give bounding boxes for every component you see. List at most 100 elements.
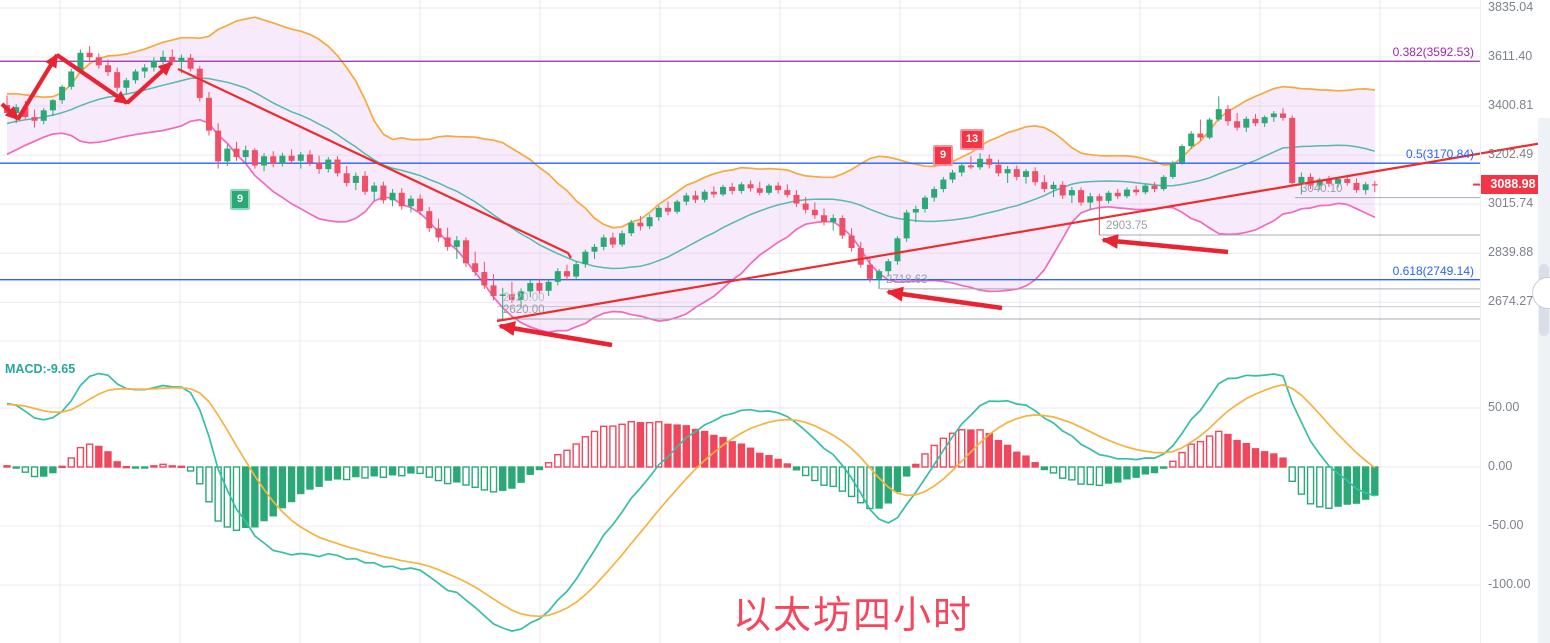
candle-body — [150, 60, 157, 68]
price-ray-label: 3040.10 — [1301, 182, 1343, 195]
macd-histogram-bar — [655, 421, 663, 468]
macd-histogram-bar — [948, 432, 957, 468]
chart-drawings[interactable] — [0, 53, 1549, 348]
candle-body — [637, 222, 644, 227]
candle-body — [986, 158, 993, 165]
candle-body — [802, 203, 809, 210]
candle-body — [931, 189, 938, 198]
macd-histogram-bar — [306, 466, 314, 490]
macd-histogram-bar — [535, 466, 544, 471]
price-axis-tick: 3015.74 — [1488, 196, 1534, 211]
candle-body — [830, 217, 837, 223]
candle-body — [591, 246, 598, 252]
candle-body — [1133, 189, 1140, 193]
macd-histogram-bar — [1013, 451, 1021, 468]
candle-body — [866, 264, 873, 279]
price-ray-label: 2620.00 — [503, 303, 545, 316]
macd-histogram-bar — [140, 466, 149, 469]
candle-body — [977, 158, 984, 168]
descending-trendline[interactable] — [177, 68, 572, 259]
macd-histogram-bar — [425, 466, 433, 478]
candle-body — [1298, 176, 1305, 183]
candle-body — [297, 154, 304, 161]
candle-body — [104, 65, 111, 73]
candle-body — [68, 71, 75, 87]
macd-histogram-bar — [1003, 444, 1012, 468]
macd-histogram-bar — [590, 430, 599, 468]
macd-histogram-bar — [177, 465, 186, 469]
macd-histogram-bar — [526, 466, 534, 475]
zigzag-arrow[interactable] — [0, 102, 20, 121]
candle-body — [1270, 113, 1277, 118]
impulse-arrow[interactable] — [886, 286, 1003, 311]
candle-body — [1234, 121, 1241, 128]
price-axis-tick: 2839.88 — [1488, 245, 1534, 260]
impulse-arrow[interactable] — [498, 321, 613, 348]
candle-body — [536, 283, 543, 291]
macd-histogram-bar — [278, 466, 287, 509]
macd-histogram-bar — [820, 466, 828, 486]
candle-body — [967, 165, 974, 168]
macd-histogram-bar — [315, 466, 323, 487]
candle-body — [1206, 119, 1213, 138]
candle-body — [738, 184, 745, 191]
macd-histogram-bar — [370, 466, 378, 477]
candle-body — [59, 86, 66, 101]
macd-histogram-bar — [1086, 466, 1094, 486]
candle-body — [233, 148, 240, 158]
candle-body — [371, 185, 378, 192]
ascending-trendline[interactable] — [496, 140, 1549, 323]
candle-body — [600, 237, 607, 247]
candle-body — [563, 271, 570, 277]
candle-body — [1151, 185, 1158, 190]
zigzag-arrow[interactable] — [16, 53, 59, 121]
candle-body — [1335, 179, 1342, 184]
macd-histogram-bar — [1205, 435, 1214, 468]
macd-histogram-bar — [783, 463, 791, 468]
candle-body — [756, 188, 763, 193]
macd-histogram-bar — [985, 432, 993, 468]
macd-histogram-bar — [636, 422, 645, 468]
candle-body — [178, 57, 185, 62]
candle-body — [1142, 185, 1149, 193]
macd-histogram-bar — [1141, 466, 1150, 475]
macd-histogram-bar — [710, 434, 718, 468]
macd-histogram-bar — [58, 465, 66, 469]
macd-histogram-bar — [1077, 466, 1085, 485]
candle-body — [407, 198, 414, 207]
macd-histogram-bar — [1343, 466, 1351, 505]
fib-level-label: 0.382(3592.53) — [1392, 45, 1474, 60]
candle-body — [77, 52, 84, 72]
candle-body — [316, 162, 323, 170]
candle-body — [40, 110, 47, 121]
macd-histogram-bar — [682, 425, 691, 468]
macd-histogram-bar — [691, 428, 700, 468]
zigzag-arrow[interactable] — [125, 61, 173, 105]
macd-histogram-bar — [866, 466, 874, 510]
price-axis-tick: 3202.49 — [1488, 147, 1534, 162]
candle-body — [747, 184, 754, 189]
impulse-arrow[interactable] — [1101, 233, 1229, 255]
candle-body — [710, 191, 717, 195]
candle-body — [646, 217, 653, 227]
price-ray-label: 2903.75 — [1106, 220, 1148, 233]
price-axis-tick: 3835.04 — [1488, 0, 1534, 14]
candle-body — [839, 217, 846, 236]
fib-level-label: 0.5(3170.84) — [1405, 147, 1474, 162]
macd-histogram-bar — [893, 466, 902, 493]
scrollbar-track[interactable] — [1538, 118, 1550, 643]
candle-body — [655, 207, 662, 218]
macd-histogram-bar — [958, 429, 966, 468]
candle-body — [95, 57, 102, 66]
candle-body — [417, 198, 424, 212]
macd-histogram-bar — [398, 466, 406, 477]
macd-histogram-bar — [902, 466, 911, 477]
zigzag-arrow[interactable] — [55, 53, 129, 105]
macd-histogram-bar — [471, 466, 479, 488]
macd-histogram-bar — [572, 443, 580, 468]
macd-histogram-bar — [838, 466, 847, 492]
macd-histogram-bar — [85, 443, 94, 468]
macd-histogram-bar — [857, 466, 865, 504]
candle-body — [472, 263, 479, 273]
